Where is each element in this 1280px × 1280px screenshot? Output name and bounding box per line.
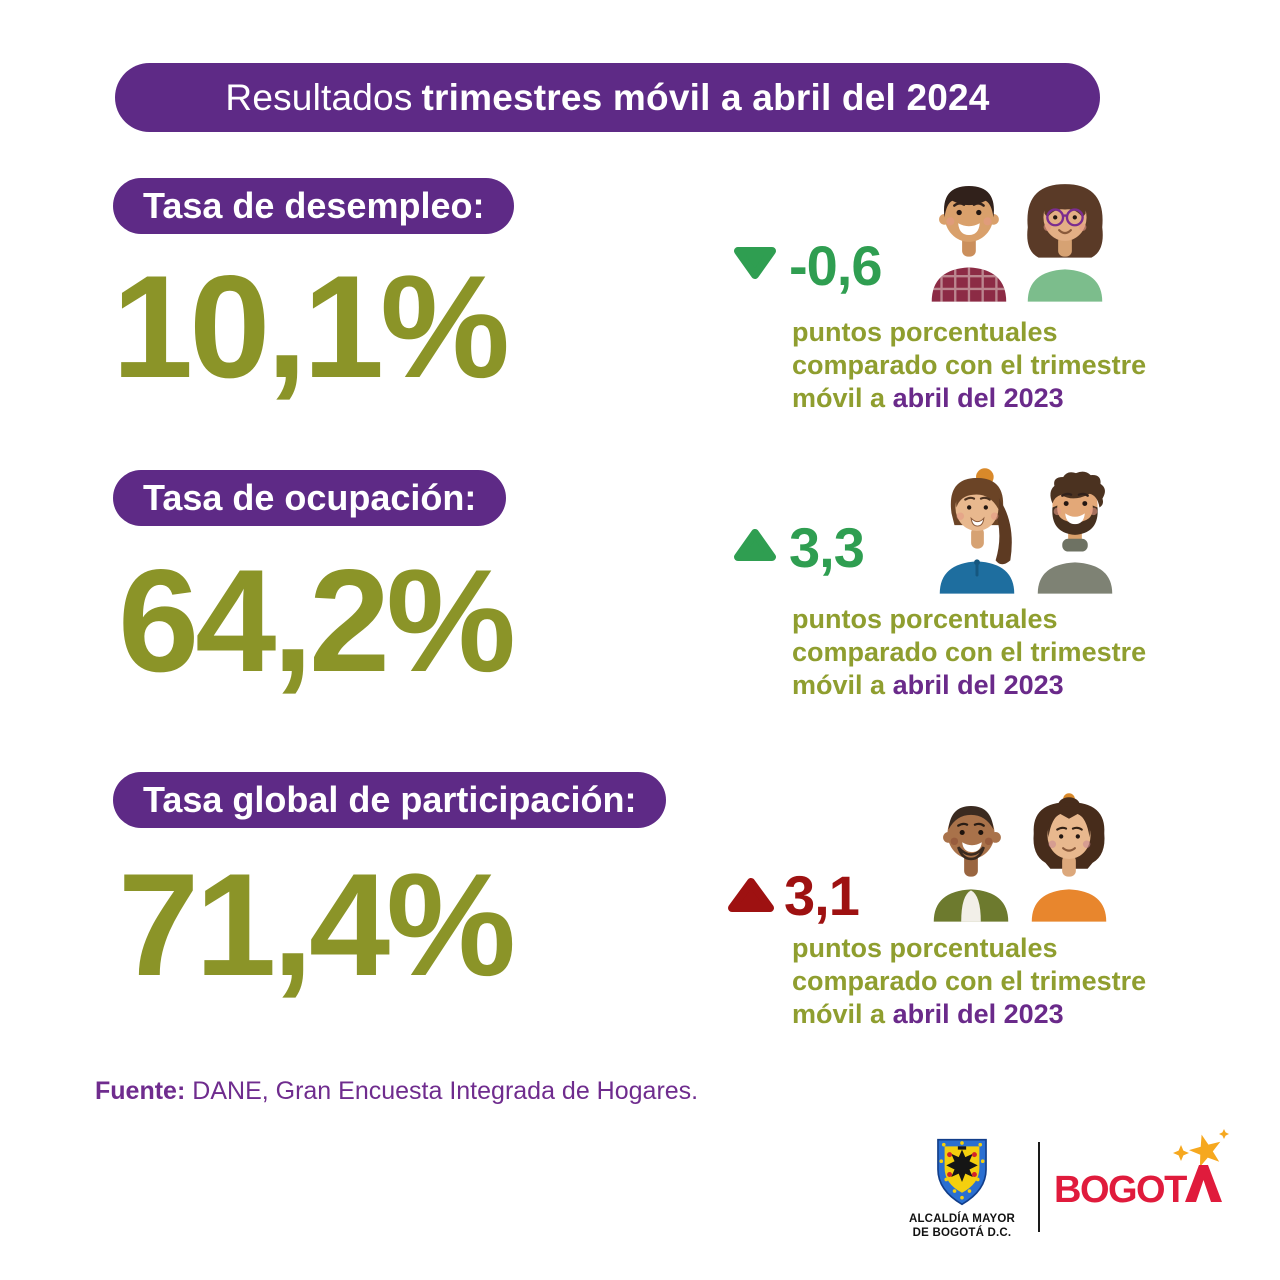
bogota-wordmark-lambda xyxy=(1185,1165,1222,1202)
header-title-bold: trimestres móvil a abril del 2024 xyxy=(421,76,990,118)
desempleo-note: puntos porcentuales comparado con el tri… xyxy=(792,316,1192,415)
logo-divider xyxy=(1038,1142,1040,1232)
man-beard-illustration xyxy=(1037,471,1113,594)
source-line: Fuente: DANE, Gran Encuesta Integrada de … xyxy=(95,1077,698,1106)
section-label: Tasa de ocupación: xyxy=(143,477,477,518)
woman-glasses-illustration xyxy=(1027,184,1103,302)
section-label: Tasa global de participación: xyxy=(143,779,637,820)
bald-man-illustration xyxy=(933,806,1009,922)
section-banner-desempleo: Tasa de desempleo: xyxy=(113,178,515,234)
ocupacion-note: puntos porcentuales comparado con el tri… xyxy=(792,603,1192,702)
increase-arrow-icon xyxy=(728,878,774,912)
man-plaid-shirt-illustration xyxy=(931,186,1007,302)
section-banner-ocupacion: Tasa de ocupación: xyxy=(113,470,507,526)
bogota-logo: BOGOT xyxy=(1054,1129,1229,1211)
desempleo-delta: -0,6 xyxy=(789,234,882,297)
note-line-1: puntos porcentuales xyxy=(792,933,1058,963)
section-label: Tasa de desempleo: xyxy=(143,185,485,226)
people-illustration-woman-ponytail-man-beard xyxy=(939,468,1113,594)
note-line-2: comparado con el trimestre xyxy=(792,966,1147,996)
note-line-1: puntos porcentuales xyxy=(792,604,1058,634)
increase-arrow-icon xyxy=(734,529,776,561)
tiny-star-icon xyxy=(1219,1129,1229,1139)
desempleo-value: 10,1% xyxy=(112,245,510,408)
woman-bun-illustration xyxy=(1031,793,1107,922)
header-banner: Resultados trimestres móvil a abril del … xyxy=(115,63,1100,132)
header-title-prefix: Resultados xyxy=(225,76,413,118)
note-line-2: comparado con el trimestre xyxy=(792,637,1147,667)
alcaldia-text-line-2: DE BOGOTÁ D.C. xyxy=(912,1227,1012,1239)
source-label: Fuente: xyxy=(95,1077,186,1105)
alcaldia-text-line-1: ALCALDÍA MAYOR xyxy=(908,1213,1016,1225)
people-illustration-bald-man-woman-bun xyxy=(933,793,1107,922)
people-illustration-man-plaid-woman-glasses xyxy=(931,184,1103,302)
note-line-3: móvil a abril del 2023 xyxy=(792,383,1064,413)
participacion-note: puntos porcentuales comparado con el tri… xyxy=(792,932,1192,1031)
section-banner-participacion: Tasa global de participación: xyxy=(113,772,667,828)
source-text: DANE, Gran Encuesta Integrada de Hogares… xyxy=(192,1077,699,1105)
note-line-1: puntos porcentuales xyxy=(792,317,1058,347)
star-icon xyxy=(1189,1134,1221,1167)
bogota-wordmark-text: BOGOT xyxy=(1054,1169,1187,1211)
note-line-3: móvil a abril del 2023 xyxy=(792,999,1064,1029)
ocupacion-value: 64,2% xyxy=(118,539,516,702)
woman-ponytail-illustration xyxy=(939,468,1015,594)
alcaldia-crest-icon xyxy=(937,1138,987,1206)
note-line-3: móvil a abril del 2023 xyxy=(792,670,1064,700)
alcaldia-logo: ALCALDÍA MAYOR DE BOGOTÁ D.C. xyxy=(903,1136,1021,1240)
participacion-value: 71,4% xyxy=(118,843,516,1006)
ocupacion-delta: 3,3 xyxy=(789,516,865,579)
note-line-2: comparado con el trimestre xyxy=(792,350,1147,380)
decrease-arrow-icon xyxy=(734,247,776,279)
small-star-icon xyxy=(1173,1145,1189,1161)
participacion-delta: 3,1 xyxy=(784,864,860,927)
